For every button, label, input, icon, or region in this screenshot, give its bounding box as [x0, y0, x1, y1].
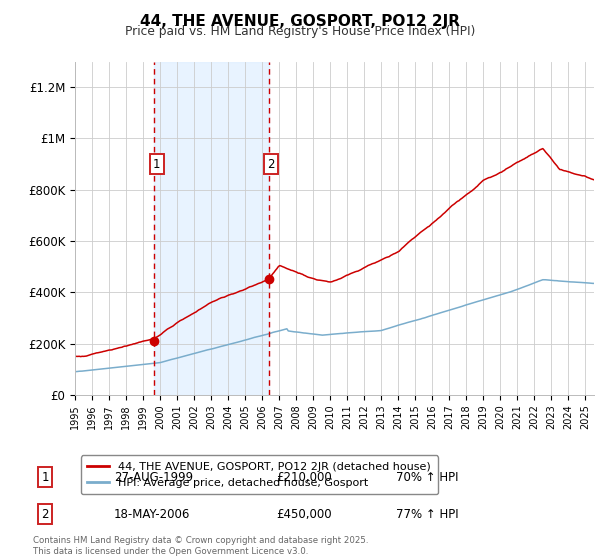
Text: £210,000: £210,000 [276, 470, 332, 484]
Text: Price paid vs. HM Land Registry's House Price Index (HPI): Price paid vs. HM Land Registry's House … [125, 25, 475, 38]
Text: 2: 2 [268, 157, 275, 171]
Legend: 44, THE AVENUE, GOSPORT, PO12 2JR (detached house), HPI: Average price, detached: 44, THE AVENUE, GOSPORT, PO12 2JR (detac… [80, 455, 438, 494]
Text: 18-MAY-2006: 18-MAY-2006 [114, 507, 190, 521]
Text: 2: 2 [41, 507, 49, 521]
Text: £450,000: £450,000 [276, 507, 332, 521]
Text: 27-AUG-1999: 27-AUG-1999 [114, 470, 193, 484]
Text: 77% ↑ HPI: 77% ↑ HPI [396, 507, 458, 521]
Text: 70% ↑ HPI: 70% ↑ HPI [396, 470, 458, 484]
Bar [154, 62, 269, 395]
Text: 1: 1 [153, 157, 160, 171]
Text: 1: 1 [41, 470, 49, 484]
Text: Contains HM Land Registry data © Crown copyright and database right 2025.
This d: Contains HM Land Registry data © Crown c… [33, 536, 368, 556]
Text: 44, THE AVENUE, GOSPORT, PO12 2JR: 44, THE AVENUE, GOSPORT, PO12 2JR [140, 14, 460, 29]
